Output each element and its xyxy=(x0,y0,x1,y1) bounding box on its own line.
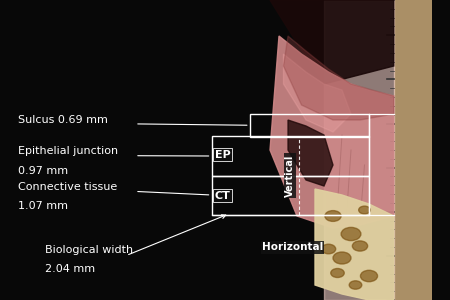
Circle shape xyxy=(331,268,344,278)
Polygon shape xyxy=(324,0,394,300)
Polygon shape xyxy=(270,36,394,228)
Circle shape xyxy=(325,211,341,221)
Text: CT: CT xyxy=(215,190,230,201)
Bar xyxy=(250,114,369,136)
Polygon shape xyxy=(284,36,394,120)
Circle shape xyxy=(359,206,370,214)
Text: EP: EP xyxy=(215,149,230,160)
Circle shape xyxy=(352,241,368,251)
Text: Vertical: Vertical xyxy=(285,154,295,197)
Text: 1.07 mm: 1.07 mm xyxy=(18,201,68,212)
Text: Biological width: Biological width xyxy=(45,244,133,255)
Text: 2.04 mm: 2.04 mm xyxy=(45,264,95,274)
Circle shape xyxy=(321,244,336,254)
Polygon shape xyxy=(284,54,351,132)
Text: Connective tissue: Connective tissue xyxy=(18,182,117,192)
Text: Sulcus 0.69 mm: Sulcus 0.69 mm xyxy=(18,115,108,125)
Text: Epithelial junction: Epithelial junction xyxy=(18,146,118,157)
Circle shape xyxy=(341,227,361,241)
Polygon shape xyxy=(270,0,394,84)
Polygon shape xyxy=(288,120,333,186)
Polygon shape xyxy=(315,189,394,300)
Bar xyxy=(212,176,369,214)
Text: Horizontal: Horizontal xyxy=(262,242,323,253)
Circle shape xyxy=(349,281,362,289)
Bar xyxy=(394,0,432,300)
Text: 0.97 mm: 0.97 mm xyxy=(18,166,68,176)
Circle shape xyxy=(360,270,378,282)
Bar xyxy=(212,136,369,176)
Circle shape xyxy=(333,252,351,264)
